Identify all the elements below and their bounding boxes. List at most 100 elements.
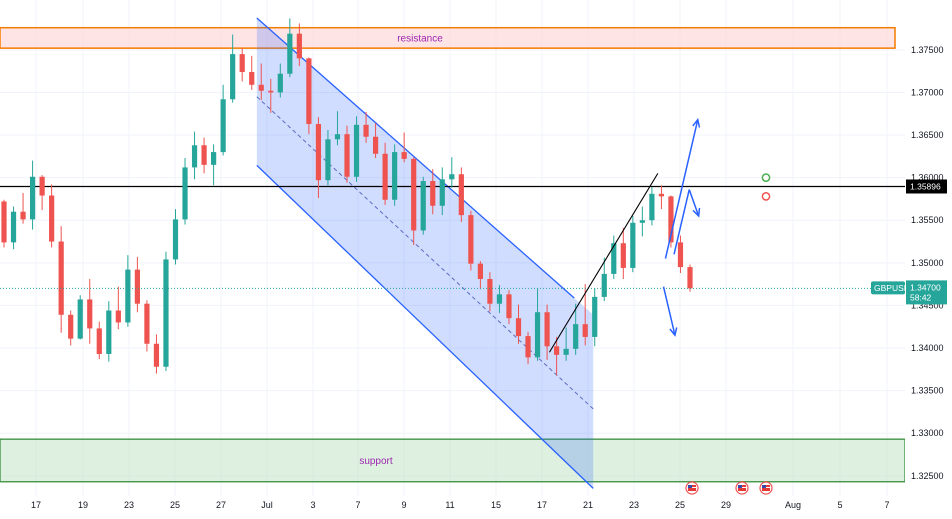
candle bbox=[230, 34, 236, 103]
time-tick-label: 19 bbox=[78, 500, 88, 510]
candle bbox=[134, 256, 140, 313]
time-tick-label: 15 bbox=[491, 500, 501, 510]
candle bbox=[525, 331, 531, 365]
candle bbox=[249, 55, 255, 90]
time-tick-label: 17 bbox=[31, 500, 41, 510]
signal-marker[interactable] bbox=[761, 192, 771, 201]
candle bbox=[411, 157, 417, 245]
time-tick-label: Jul bbox=[261, 500, 273, 510]
channel-lower-line[interactable] bbox=[256, 164, 594, 489]
support-label: support bbox=[359, 456, 393, 467]
candle bbox=[554, 336, 560, 376]
level-price-tag: 1.35896 bbox=[906, 179, 947, 194]
time-axis-background bbox=[0, 496, 905, 519]
current-price-tag: 1.34700 58:42 bbox=[906, 280, 947, 305]
candle bbox=[10, 206, 17, 250]
candle bbox=[649, 187, 655, 226]
candle bbox=[29, 160, 36, 230]
candle bbox=[344, 125, 350, 183]
candle bbox=[601, 257, 607, 302]
candle bbox=[306, 57, 312, 135]
time-tick-label: 7 bbox=[884, 500, 889, 510]
time-tick-label: 25 bbox=[170, 500, 180, 510]
countdown-text: 58:42 bbox=[910, 292, 932, 302]
candle bbox=[582, 284, 588, 346]
candle bbox=[58, 226, 64, 333]
candle bbox=[611, 235, 617, 280]
time-tick-label: 21 bbox=[583, 500, 593, 510]
candle bbox=[172, 209, 179, 265]
candle bbox=[296, 23, 302, 67]
candle bbox=[620, 227, 626, 280]
candle bbox=[506, 290, 512, 325]
candle bbox=[20, 192, 26, 224]
time-axis[interactable]: 17 19 23 25 27 Jul 3 7 9 11 15 17 21 23 25 29 Aug 5 7 bbox=[0, 496, 905, 519]
time-tick-label: 27 bbox=[216, 500, 226, 510]
price-tick-label: 1.34500 bbox=[911, 300, 944, 310]
descending-channel[interactable] bbox=[0, 17, 905, 489]
candle bbox=[639, 206, 645, 237]
projection-arrow[interactable] bbox=[664, 118, 701, 259]
candle bbox=[439, 167, 445, 216]
event-flag-us-icon[interactable] bbox=[685, 481, 699, 495]
candle bbox=[201, 137, 207, 174]
candle bbox=[392, 144, 398, 206]
candle bbox=[115, 286, 121, 330]
candle bbox=[39, 175, 45, 211]
projection-arrow[interactable] bbox=[673, 189, 690, 255]
event-flag-us-icon[interactable] bbox=[759, 481, 773, 495]
price-tick-label: 1.33500 bbox=[911, 386, 944, 396]
candle bbox=[182, 158, 188, 225]
candlesticks bbox=[0, 18, 905, 376]
symbol-tag: GBPUSD bbox=[871, 281, 910, 295]
drawings[interactable] bbox=[548, 118, 773, 495]
resistance-label: resistance bbox=[397, 33, 443, 44]
candle bbox=[668, 195, 674, 248]
candle bbox=[49, 184, 55, 248]
current-price-text: 1.34700 bbox=[910, 282, 941, 292]
candle bbox=[144, 300, 150, 352]
trendline[interactable] bbox=[548, 173, 659, 353]
projection-arrow[interactable] bbox=[688, 189, 701, 218]
candle bbox=[353, 116, 360, 182]
signal-marker[interactable] bbox=[761, 173, 771, 182]
event-flag-us-icon[interactable] bbox=[735, 481, 749, 495]
price-tags: 1.35896 GBPUSD 1.34700 58:42 bbox=[871, 179, 947, 305]
candle bbox=[401, 132, 407, 163]
candle bbox=[477, 261, 483, 290]
price-tick-label: 1.32500 bbox=[911, 471, 944, 481]
candle bbox=[239, 48, 245, 82]
price-tick-label: 1.37500 bbox=[911, 45, 944, 55]
candle bbox=[372, 123, 379, 159]
time-tick-label: 3 bbox=[310, 500, 315, 510]
time-tick-label: 23 bbox=[629, 500, 639, 510]
price-tick-label: 1.36000 bbox=[911, 173, 944, 183]
candle bbox=[334, 111, 341, 146]
candle bbox=[544, 304, 550, 360]
support-zone[interactable] bbox=[0, 438, 906, 483]
time-tick-label: 23 bbox=[124, 500, 134, 510]
candle bbox=[191, 131, 198, 180]
candle bbox=[363, 112, 369, 143]
level-price-text: 1.35896 bbox=[910, 181, 941, 191]
candle bbox=[534, 288, 541, 361]
price-tick-label: 1.34000 bbox=[911, 343, 944, 353]
price-axis[interactable]: 1.37500 1.37000 1.36500 1.36000 1.35500 1.350… bbox=[905, 0, 952, 519]
candle bbox=[315, 117, 322, 199]
time-tick-label: 7 bbox=[355, 500, 360, 510]
projection-arrow[interactable] bbox=[662, 286, 678, 337]
resistance-zone[interactable] bbox=[0, 26, 896, 49]
candle bbox=[163, 251, 169, 372]
candle bbox=[268, 78, 274, 113]
candle bbox=[153, 334, 160, 374]
candle bbox=[77, 295, 83, 340]
candle bbox=[68, 310, 74, 346]
candle bbox=[677, 235, 684, 274]
candle bbox=[687, 264, 693, 292]
price-tick-label: 1.35000 bbox=[911, 258, 944, 268]
time-tick-label: 17 bbox=[537, 500, 547, 510]
candle bbox=[563, 327, 569, 361]
price-axis-background bbox=[905, 0, 952, 519]
candle bbox=[96, 321, 102, 360]
